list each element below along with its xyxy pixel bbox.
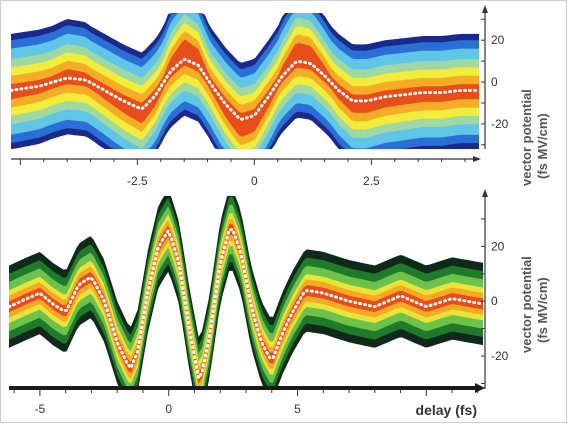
y-axis-arrow: [482, 5, 488, 13]
y-tick-label: 20: [491, 239, 505, 253]
y-axis-arrow: [482, 189, 488, 197]
x-tick-label: 0: [251, 174, 258, 188]
bottom-x-axis: -5 0 5: [9, 383, 485, 416]
top-panel: 20 0 -20 -2.5 0 2.5 vector potential (fs MV/…: [9, 5, 550, 188]
bottom-series-group: [7, 227, 485, 383]
top-band-layer: [11, 31, 479, 146]
x-axis-arrow: [475, 383, 485, 393]
top-series-group: [9, 57, 481, 121]
y-tick-label: -20: [491, 349, 509, 363]
top-y-axis-title-line1: vector potential: [519, 89, 534, 186]
x-tick-label: 5: [294, 402, 301, 416]
x-axis-arrow: [473, 156, 481, 162]
bottom-y-axis-title-line1: vector potential: [519, 256, 534, 353]
y-tick-label: 20: [491, 33, 505, 47]
y-tick-label: -20: [491, 117, 509, 131]
bottom-panel: 200-20 -5 0 5 vector potential (fs MV/cm) …: [7, 189, 550, 418]
x-tick-label: -2.5: [127, 174, 148, 188]
top-density-band: [11, 13, 479, 149]
top-band-layer: [11, 39, 479, 137]
top-x-axis: -2.5 0 2.5: [11, 156, 481, 188]
bottom-series-line: [7, 227, 485, 383]
bottom-density-band: [9, 196, 483, 389]
bottom-x-axis-title: delay (fs): [416, 402, 477, 418]
y-tick-label: 0: [491, 75, 498, 89]
x-axis-bar: [9, 386, 475, 390]
top-y-axis: 20 0 -20: [481, 5, 509, 149]
bottom-band-layer: [9, 224, 483, 384]
top-y-axis-title-line2: (fs MV/cm): [535, 113, 550, 179]
bottom-y-axis-title-line2: (fs MV/cm): [535, 277, 550, 343]
top-series-line: [9, 57, 481, 121]
bottom-band-layer: [9, 204, 483, 389]
x-tick-label: 2.5: [363, 174, 380, 188]
x-tick-label: -5: [35, 402, 46, 416]
y-tick-label: 0: [491, 294, 498, 308]
x-tick-label: 0: [165, 402, 172, 416]
bottom-y-axis: 20 0 -20: [481, 189, 509, 389]
